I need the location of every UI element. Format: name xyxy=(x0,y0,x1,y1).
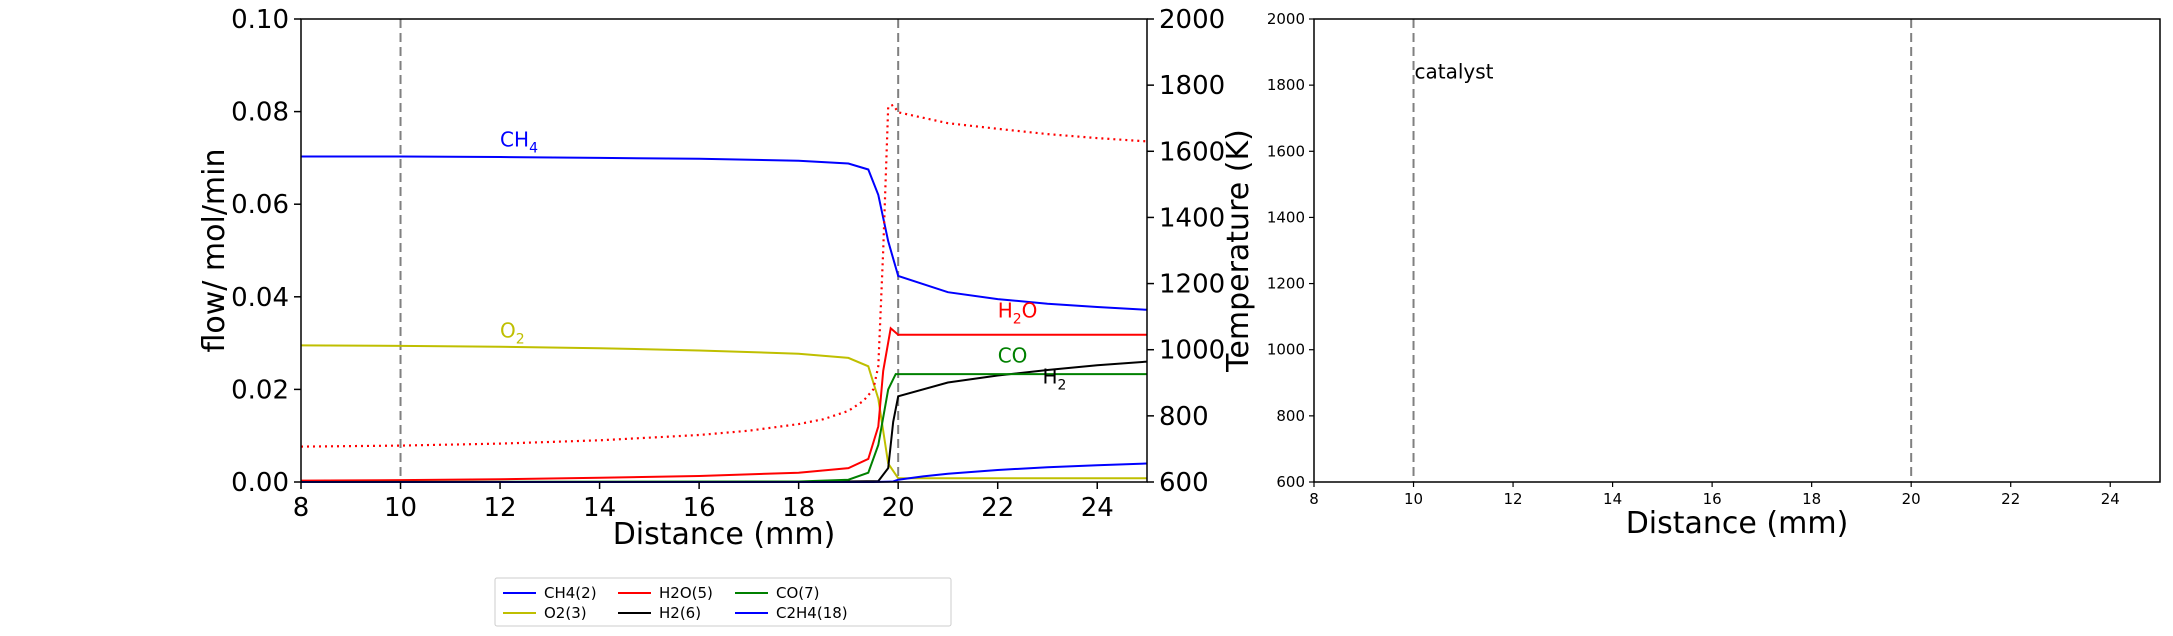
x-tick-label: 18 xyxy=(782,493,815,523)
y-tick-label: 0.00 xyxy=(231,468,289,498)
y-tick-label: 0.08 xyxy=(231,98,289,128)
y-tick-label: 600 xyxy=(1276,473,1305,491)
x-tick-label: 16 xyxy=(683,493,716,523)
legend-label: H2O(5) xyxy=(659,584,713,602)
x-tick-label: 22 xyxy=(981,493,1014,523)
species-annotation-o2: O2 xyxy=(500,319,525,348)
plot-frame xyxy=(300,18,1148,483)
y-tick-label: 0.10 xyxy=(231,5,289,35)
x-axis-label: Distance (mm) xyxy=(613,517,836,552)
y2-tick-label: 2000 xyxy=(1159,5,1225,35)
x-axis-label: Distance (mm) xyxy=(1626,506,1849,541)
series-line-h2o5 xyxy=(300,326,1147,482)
x-tick-label: 14 xyxy=(583,493,616,523)
legend-label: H2(6) xyxy=(659,604,701,622)
y2-tick-label: 1200 xyxy=(1159,270,1225,300)
x-tick-label: 20 xyxy=(1902,490,1921,508)
species-annotation-h2-subscript: 2 xyxy=(1058,377,1067,393)
y-tick-label: 1000 xyxy=(1267,341,1305,359)
x-tick-label: 16 xyxy=(1703,490,1722,508)
x-tick-label: 14 xyxy=(1603,490,1622,508)
catalyst-annotation: catalyst xyxy=(1415,60,1494,84)
legend-label: O2(3) xyxy=(544,604,587,622)
y-tick-label: 800 xyxy=(1276,407,1305,425)
species-annotation-o2-base: O xyxy=(500,319,516,343)
y-tick-label: 0.02 xyxy=(231,375,289,405)
species-annotation-h2o-subscript: 2 xyxy=(1013,312,1022,328)
y-axis-label: flow/ mol/min xyxy=(197,148,232,352)
series-line-temperature xyxy=(300,103,1148,448)
series-line-co7 xyxy=(300,373,1147,483)
left-plot: 8 10 12 14 16 18 20 22 240.000.020.040.060.080.1… xyxy=(197,5,1256,552)
legend-label: CO(7) xyxy=(776,584,820,602)
legend-label: C2H4(18) xyxy=(776,604,848,622)
y2-tick-label: 1400 xyxy=(1159,203,1225,233)
x-tick-label: 8 xyxy=(293,493,310,523)
x-tick-label: 12 xyxy=(484,493,517,523)
species-annotation-ch4-subscript: 4 xyxy=(529,140,538,156)
y2-tick-label: 1600 xyxy=(1159,137,1225,167)
x-tick-label: 8 xyxy=(1309,490,1319,508)
y2-tick-label: 1800 xyxy=(1159,71,1225,101)
legend: CH4(2) O2(3) H2O(5) H2(6) CO(7) C2H4(18) xyxy=(494,577,952,627)
y-tick-label: 0.06 xyxy=(231,190,289,220)
species-annotation-h2o-tail: O xyxy=(1022,299,1038,323)
y2-tick-label: 800 xyxy=(1159,402,1209,432)
species-annotation-ch4: CH4 xyxy=(500,127,538,156)
x-tick-label: 18 xyxy=(1802,490,1821,508)
species-annotation-h2o: H2O xyxy=(998,299,1038,328)
species-annotation-h2-base: H xyxy=(1042,364,1057,388)
legend-label: CH4(2) xyxy=(544,584,597,602)
y-tick-label: 0.04 xyxy=(231,283,289,313)
species-annotation-co-base: CO xyxy=(998,344,1028,368)
y2-axis-label: Temperature (K) xyxy=(1221,129,1256,373)
y-tick-label: 1200 xyxy=(1267,275,1305,293)
right-plot: 8 10 12 14 16 18 20 22 24 600 800 1000 1200 1400 1600 1… xyxy=(1267,10,2161,541)
y-tick-label: 2000 xyxy=(1267,10,1305,28)
species-annotation-h2: H2 xyxy=(1042,364,1066,393)
series-line-o23 xyxy=(300,344,1147,480)
x-tick-label: 24 xyxy=(1081,493,1114,523)
species-annotation-h2o-base: H xyxy=(998,299,1013,323)
x-tick-label: 20 xyxy=(882,493,915,523)
species-annotation-o2-subscript: 2 xyxy=(516,332,525,348)
species-annotation-ch4-base: CH xyxy=(500,127,529,151)
plot-frame xyxy=(1313,18,2161,483)
x-tick-label: 10 xyxy=(1404,490,1423,508)
y-tick-label: 1400 xyxy=(1267,208,1305,226)
y-tick-label: 1800 xyxy=(1267,76,1305,94)
series-line-h26 xyxy=(301,360,1148,483)
legend-box xyxy=(494,577,952,627)
y-tick-label: 1600 xyxy=(1267,142,1305,160)
x-tick-label: 10 xyxy=(384,493,417,523)
x-tick-label: 12 xyxy=(1504,490,1523,508)
x-tick-label: 22 xyxy=(2001,490,2020,508)
y2-tick-label: 600 xyxy=(1159,468,1209,498)
species-annotation-co: CO xyxy=(998,344,1028,368)
x-tick-label: 24 xyxy=(2101,490,2120,508)
series-line-ch42 xyxy=(301,155,1148,311)
y2-tick-label: 1000 xyxy=(1159,336,1225,366)
